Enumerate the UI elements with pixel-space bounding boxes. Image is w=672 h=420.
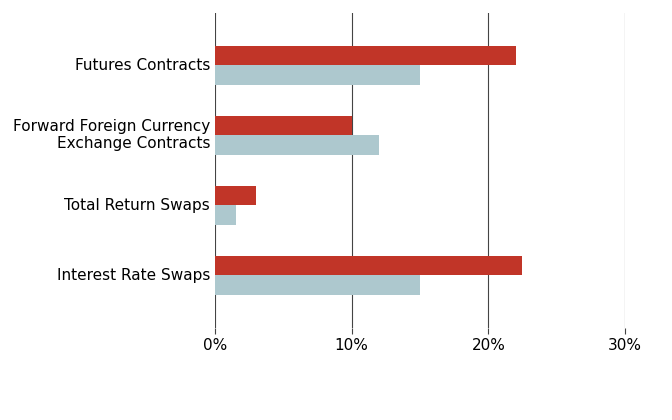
- Bar: [215, 255, 523, 275]
- Bar: [215, 186, 256, 205]
- Bar: [215, 116, 351, 135]
- Bar: [215, 45, 515, 65]
- Bar: [215, 65, 420, 85]
- Bar: [215, 135, 379, 155]
- Bar: [215, 205, 235, 225]
- Bar: [215, 275, 420, 295]
